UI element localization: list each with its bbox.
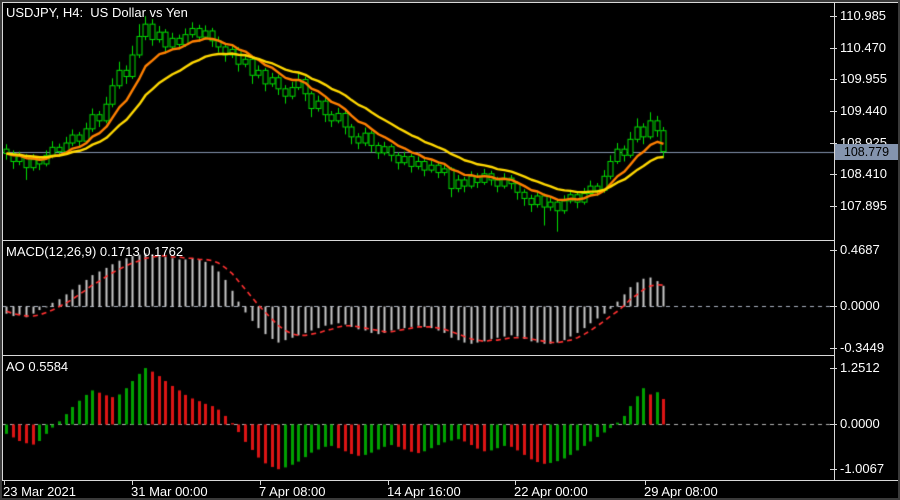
- time-axis-label: 7 Apr 08:00: [259, 484, 326, 499]
- macd-scale-label: 0.0000: [840, 298, 880, 314]
- price-scale-axis-line: [834, 2, 835, 480]
- chart-title: USDJPY, H4: US Dollar vs Yen: [6, 5, 188, 20]
- price-scale-tick: [830, 16, 837, 17]
- time-axis-label: 31 Mar 00:00: [131, 484, 208, 499]
- ao-scale-label: 1.2512: [840, 360, 880, 375]
- ao-scale-tick: [830, 424, 837, 425]
- price-scale-tick: [830, 174, 837, 175]
- time-axis-tick: [260, 481, 261, 485]
- time-axis-label: 29 Apr 08:00: [644, 484, 718, 499]
- time-axis-label: 23 Mar 2021: [3, 484, 76, 499]
- price-scale-label: 109.440: [840, 102, 887, 118]
- price-scale-tick: [830, 143, 837, 144]
- time-axis[interactable]: 23 Mar 2021 31 Mar 00:00 7 Apr 08:00 14 Apr…: [2, 481, 898, 498]
- ao-scale-tick: [830, 368, 837, 369]
- time-axis-tick: [132, 481, 133, 485]
- price-scale-tick: [830, 111, 837, 112]
- macd-scale-label: 0.4687: [840, 241, 880, 257]
- current-price-badge: 108.779: [835, 144, 898, 160]
- ao-label: AO 0.5584: [6, 359, 69, 374]
- chart-top-border: [2, 2, 898, 3]
- time-axis-line: [2, 480, 898, 481]
- price-scale-label: 109.955: [840, 71, 887, 87]
- ao-scale-label: 0.0000: [840, 415, 880, 431]
- price-scale-label: 110.985: [840, 7, 887, 23]
- price-chart-canvas[interactable]: [2, 2, 835, 240]
- panel-separator-ao[interactable]: [2, 355, 835, 356]
- macd-scale-tick: [830, 348, 837, 349]
- macd-scale-tick: [830, 250, 837, 251]
- price-scale-tick: [830, 48, 837, 49]
- price-scale[interactable]: 110.985 110.470 109.955 109.440 108.925 108.4…: [840, 2, 898, 480]
- ao-scale-tick: [830, 469, 837, 470]
- price-scale-tick: [830, 206, 837, 207]
- panel-separator-macd[interactable]: [2, 240, 835, 241]
- time-axis-tick: [388, 481, 389, 485]
- macd-scale-tick: [830, 306, 837, 307]
- ao-canvas[interactable]: [2, 357, 835, 479]
- macd-scale-label: -0.3449: [840, 339, 885, 355]
- time-axis-label: 22 Apr 00:00: [514, 484, 588, 499]
- price-scale-label: 107.895: [840, 198, 887, 214]
- price-scale-label: 108.410: [840, 166, 887, 182]
- time-axis-label: 14 Apr 16:00: [387, 484, 461, 499]
- macd-label: MACD(12,26,9) 0.1713 0.1762: [6, 244, 184, 259]
- time-axis-tick: [4, 481, 5, 485]
- macd-canvas[interactable]: [2, 242, 835, 354]
- price-scale-tick: [830, 79, 837, 80]
- time-axis-tick: [515, 481, 516, 485]
- ao-scale-label: -1.0067: [840, 461, 885, 477]
- time-axis-tick: [645, 481, 646, 485]
- price-scale-label: 110.470: [840, 39, 887, 55]
- chart-left-border: [2, 2, 3, 480]
